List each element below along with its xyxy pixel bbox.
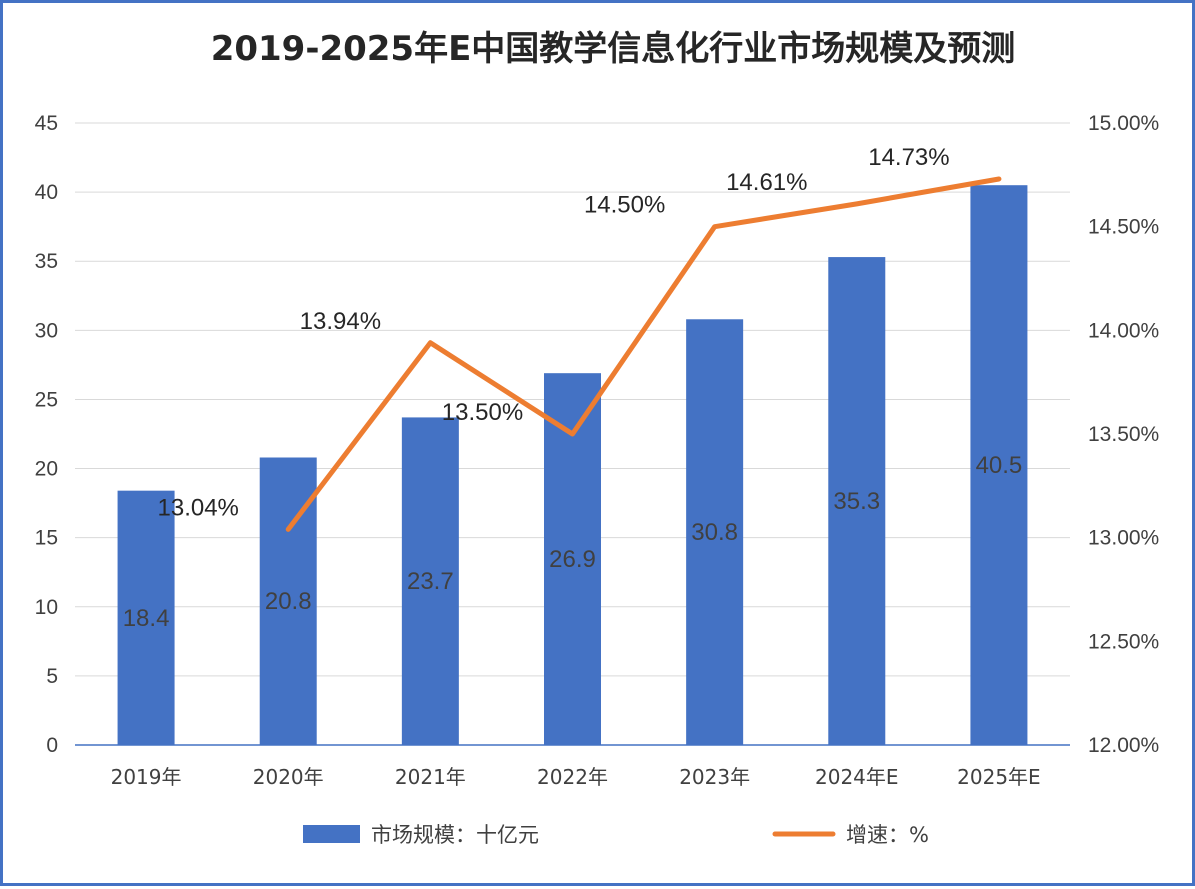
line-series — [285, 176, 1002, 532]
y-left-tick-label: 20 — [35, 458, 58, 481]
y-right-tick-label: 13.50% — [1088, 423, 1159, 446]
bar-data-label: 23.7 — [407, 568, 454, 595]
line-data-label: 14.50% — [584, 192, 665, 219]
line-data-label: 13.04% — [158, 494, 239, 521]
x-tick-label: 2024年E — [815, 765, 899, 789]
x-tick-label: 2025年E — [957, 765, 1041, 789]
bar — [970, 185, 1028, 745]
data-labels: 18.4 20.8 23.7 26.9 30.8 35.3 40.5 13.04% 13.94%… — [123, 144, 1023, 632]
bar — [686, 319, 744, 745]
x-tick-label: 2020年 — [253, 765, 324, 789]
y-right-tick-label: 12.00% — [1088, 734, 1159, 757]
y-left-tick-label: 0 — [46, 734, 58, 757]
growth-line — [285, 176, 1002, 532]
chart-title: 2019-2025年E中国教学信息化行业市场规模及预测 — [211, 29, 1016, 69]
legend: 市场规模：十亿元 增速：% — [303, 823, 929, 847]
line-data-label: 14.73% — [868, 144, 949, 171]
y-left-tick-label: 5 — [46, 665, 58, 688]
bar-data-label: 18.4 — [123, 605, 170, 632]
y-left-tick-label: 30 — [35, 319, 58, 342]
y-left-tick-label: 35 — [35, 250, 58, 273]
x-tick-label: 2021年 — [395, 765, 466, 789]
x-tick-label: 2022年 — [537, 765, 608, 789]
legend-label-line: 增速：% — [846, 823, 929, 847]
y-right-tick-label: 14.00% — [1088, 319, 1159, 342]
y-right-tick-label: 12.50% — [1088, 630, 1159, 653]
bar-data-label: 26.9 — [549, 546, 596, 573]
bar — [828, 257, 886, 745]
line-data-label: 13.50% — [442, 399, 523, 426]
axes: 0 5 10 15 20 25 30 35 40 45 12.00% 12.50% 13.00% 13.5… — [35, 112, 1160, 789]
bar-data-label: 40.5 — [976, 452, 1023, 479]
bar — [401, 417, 459, 745]
y-right-tick-label: 15.00% — [1088, 112, 1159, 135]
bar-data-label: 20.8 — [265, 588, 312, 615]
legend-label-bar: 市场规模：十亿元 — [371, 823, 539, 847]
x-tick-label: 2019年 — [111, 765, 182, 789]
chart: 2019-2025年E中国教学信息化行业市场规模及预测 0 5 10 15 20 25 30… — [35, 29, 1160, 847]
bar-series — [117, 185, 1028, 745]
y-left-tick-label: 10 — [35, 596, 58, 619]
line-data-label: 13.94% — [300, 308, 381, 335]
legend-swatch-bar — [303, 825, 360, 843]
bar-data-label: 35.3 — [833, 488, 880, 515]
y-left-tick-label: 15 — [35, 527, 58, 550]
y-left-tick-label: 40 — [35, 181, 58, 204]
y-right-tick-label: 14.50% — [1088, 216, 1159, 239]
y-right-tick-label: 13.00% — [1088, 527, 1159, 550]
bar-data-label: 30.8 — [691, 519, 738, 546]
y-left-tick-label: 25 — [35, 388, 58, 411]
bar — [117, 490, 175, 745]
y-left-tick-label: 45 — [35, 112, 58, 135]
line-data-label: 14.61% — [726, 169, 807, 196]
x-tick-label: 2023年 — [679, 765, 750, 789]
